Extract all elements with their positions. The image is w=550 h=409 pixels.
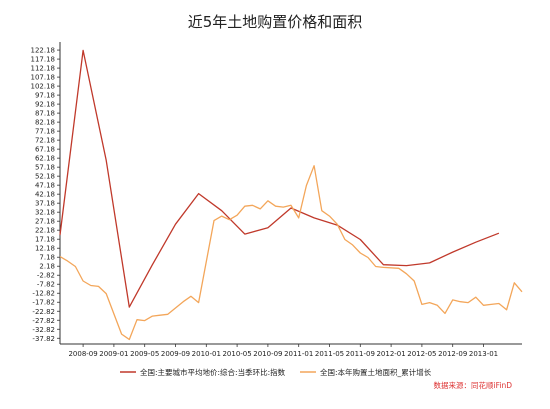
x-tick-label: 2011-09: [346, 350, 375, 358]
y-tick-label: 67.18: [35, 146, 55, 154]
x-tick-label: 2010-05: [222, 350, 251, 358]
y-tick-label: 22.18: [35, 227, 55, 235]
data-source-note: 数据来源：同花顺iFinD: [434, 380, 513, 390]
legend: 全国:主要城市平均地价:综合:当季环比:指数 全国:本年购置土地面积_累计增长: [120, 367, 432, 377]
x-tick-label: 2009-01: [99, 350, 128, 358]
x-tick-label: 2008-09: [68, 350, 97, 358]
y-tick-label: -12.82: [32, 290, 55, 298]
y-tick-label: 82.18: [35, 119, 55, 127]
y-tick-label: 52.18: [35, 173, 55, 181]
y-tick-label: 72.18: [35, 137, 55, 145]
y-tick-label: 32.18: [35, 209, 55, 217]
y-tick-label: -27.82: [32, 317, 55, 325]
x-tick-label: 2012-05: [407, 350, 436, 358]
plot-area: [59, 42, 522, 345]
x-tick-label: 2013-01: [469, 350, 498, 358]
y-tick-label: 37.18: [35, 200, 55, 208]
series-line-area: [59, 165, 523, 341]
x-tick-label: 2012-09: [438, 350, 467, 358]
series-line-price: [59, 49, 500, 308]
y-axis: 122.18117.18112.18107.18102.1897.1892.18…: [31, 47, 60, 343]
legend-label-area: 全国:本年购置土地面积_累计增长: [320, 367, 432, 377]
y-tick-label: 12.18: [35, 245, 55, 253]
y-tick-label: 47.18: [35, 182, 55, 190]
x-tick-label: 2010-09: [253, 350, 282, 358]
y-tick-label: 62.18: [35, 155, 55, 163]
y-tick-label: 112.18: [31, 65, 56, 73]
y-tick-label: -32.82: [32, 326, 55, 334]
x-tick-label: 2009-09: [161, 350, 190, 358]
y-tick-label: 2.18: [39, 263, 55, 271]
y-tick-label: 17.18: [35, 236, 55, 244]
y-tick-label: 107.18: [31, 74, 56, 82]
x-tick-label: 2009-05: [130, 350, 159, 358]
y-tick-label: 27.18: [35, 218, 55, 226]
series-layer: [59, 49, 523, 341]
y-tick-label: 57.18: [35, 164, 55, 172]
x-tick-label: 2012-01: [376, 350, 405, 358]
y-tick-label: -2.82: [37, 272, 55, 280]
y-tick-label: -17.82: [32, 299, 55, 307]
legend-label-price: 全国:主要城市平均地价:综合:当季环比:指数: [140, 367, 286, 377]
x-tick-label: 2011-01: [284, 350, 313, 358]
y-tick-label: -37.82: [32, 335, 55, 343]
y-tick-label: 92.18: [35, 101, 55, 109]
x-tick-label: 2011-05: [315, 350, 344, 358]
y-tick-label: -7.82: [37, 281, 55, 289]
x-axis: 2008-09 2009-01 2009-05 2009-09 2010-01 2010-…: [68, 344, 498, 358]
y-tick-label: 77.18: [35, 128, 55, 136]
y-tick-label: 117.18: [31, 56, 56, 64]
x-tick-label: 2010-01: [192, 350, 221, 358]
y-tick-label: 87.18: [35, 110, 55, 118]
y-tick-label: 122.18: [31, 47, 56, 55]
y-tick-label: 97.18: [35, 92, 55, 100]
y-tick-label: -22.82: [32, 308, 55, 316]
chart-title: 近5年土地购置价格和面积: [188, 13, 363, 31]
y-tick-label: 102.18: [31, 83, 56, 91]
y-tick-label: 7.18: [39, 254, 55, 262]
y-tick-label: 42.18: [35, 191, 55, 199]
